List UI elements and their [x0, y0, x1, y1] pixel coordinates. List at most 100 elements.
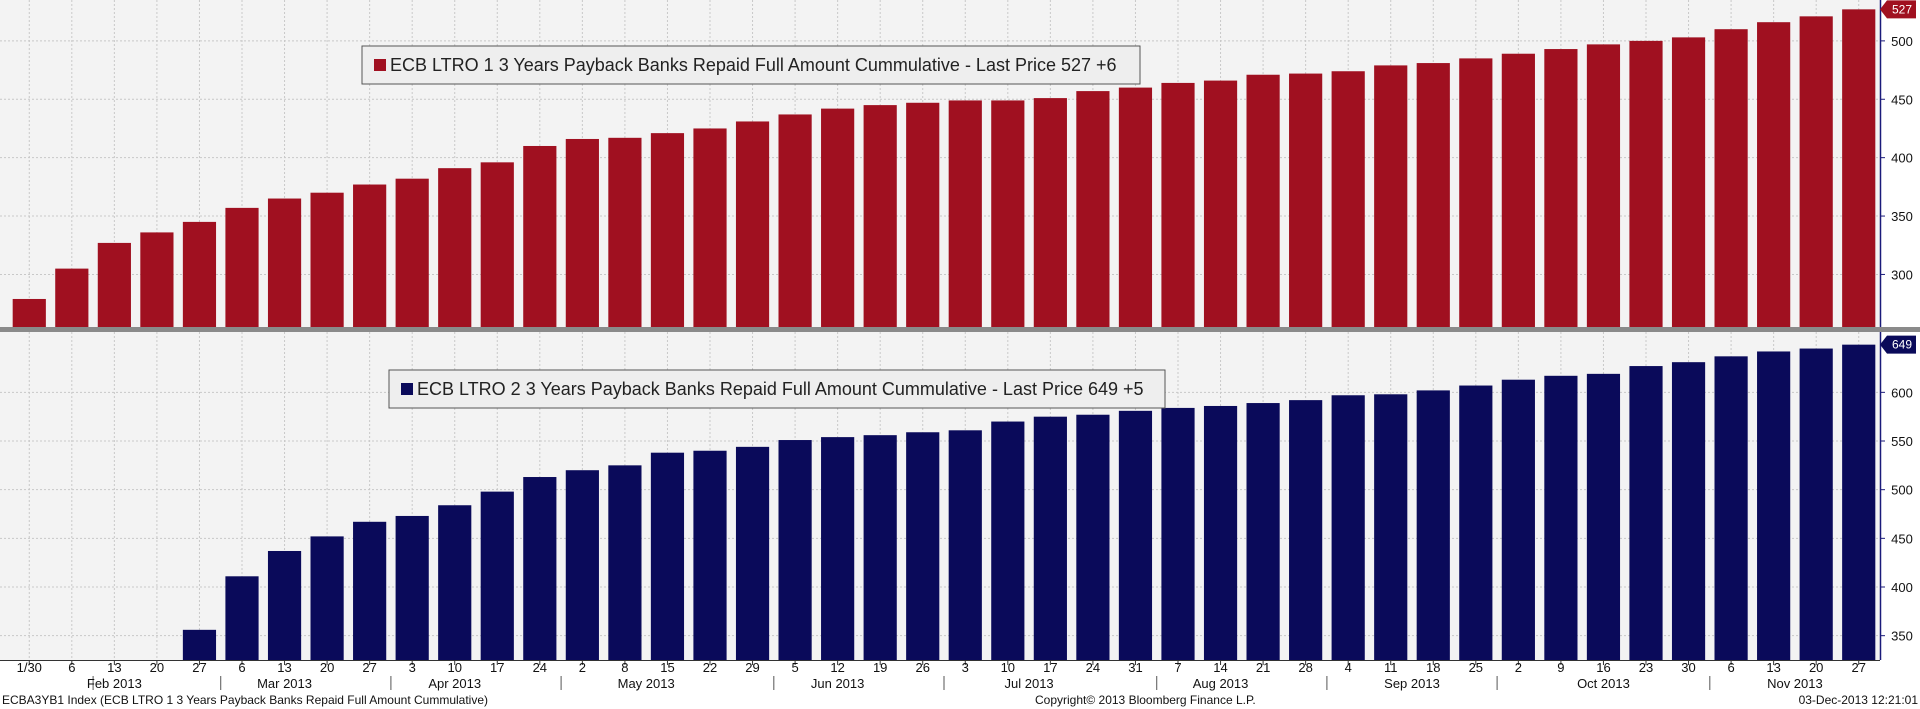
x-tick-label: 20 [150, 660, 164, 675]
bar [991, 421, 1025, 660]
legend-box [361, 45, 1141, 85]
bar [1289, 400, 1323, 660]
footer-copyright: Copyright© 2013 Bloomberg Finance L.P. [1035, 693, 1256, 707]
x-month-label: Nov 2013 [1767, 676, 1823, 691]
bar [1586, 373, 1621, 660]
bar [1459, 385, 1493, 660]
legend-swatch [401, 383, 413, 395]
bar [906, 102, 940, 328]
bar [693, 128, 727, 327]
bar [1076, 91, 1110, 327]
x-tick-label: 8 [621, 660, 628, 675]
bar [97, 242, 131, 327]
y-tick-label: 400 [1891, 580, 1913, 595]
bar [1203, 405, 1238, 660]
bar [1416, 63, 1450, 328]
x-tick-label: 13 [277, 660, 291, 675]
bar [863, 435, 897, 660]
x-tick-label: 11 [1384, 660, 1398, 675]
bar [1629, 366, 1663, 660]
bar [1757, 22, 1791, 328]
y-tick-label: 300 [1891, 267, 1913, 282]
bar [267, 550, 302, 660]
bar [480, 162, 514, 327]
bar [608, 465, 642, 660]
bar [523, 145, 557, 327]
x-tick-label: 7 [1174, 660, 1181, 675]
x-tick-label: 16 [1596, 660, 1610, 675]
footer-timestamp: 03-Dec-2013 12:21:01 [1799, 693, 1919, 707]
bar [1842, 9, 1876, 327]
x-tick-label: 13 [107, 660, 121, 675]
x-tick-label: 3 [409, 660, 416, 675]
bar [480, 491, 514, 660]
y-tick-label: 500 [1891, 483, 1913, 498]
panel-ltro2: 350 400 450 500 550 600 649 ECB LTRO 2 3 Years … [0, 327, 1920, 660]
x-tick-label: 28 [1298, 660, 1312, 675]
x-tick-label: 17 [1043, 660, 1057, 675]
x-axis: 1/30 6 13 20 27 6 13 20 27 3 10 17 24 2 8 15 22 29 5 12 19 26… [0, 660, 1880, 691]
bar [1033, 98, 1067, 327]
x-month-label: Feb 2013 [87, 676, 142, 691]
bar [1203, 80, 1238, 327]
bar [55, 268, 89, 327]
x-tick-label: 23 [1639, 660, 1653, 675]
x-tick-label: 19 [873, 660, 887, 675]
x-tick-label: 2 [1515, 660, 1522, 675]
x-tick-label: 4 [1345, 660, 1352, 675]
bar [1374, 394, 1408, 660]
bar [225, 207, 259, 327]
bar [1671, 37, 1706, 327]
bar [1374, 65, 1408, 328]
x-tick-label: 30 [1681, 660, 1695, 675]
bar [1161, 407, 1195, 660]
bar [1118, 87, 1153, 327]
x-tick-label: 24 [533, 660, 547, 675]
bar [1118, 410, 1153, 660]
last-price-value: 527 [1892, 2, 1912, 16]
bar [1459, 58, 1493, 328]
legend-box [388, 369, 1166, 409]
y-tick-label: 450 [1891, 531, 1913, 546]
x-tick-label: 2 [579, 660, 586, 675]
bar [948, 430, 982, 660]
y-tick-label: 400 [1891, 151, 1913, 166]
bar [1757, 351, 1791, 660]
bar [438, 168, 472, 327]
bar [395, 515, 429, 660]
x-tick-label: 15 [660, 660, 674, 675]
x-tick-label: 20 [320, 660, 334, 675]
bar [1714, 29, 1748, 327]
x-tick-label: 20 [1809, 660, 1823, 675]
bar [1416, 390, 1450, 660]
x-tick-label: 6 [1727, 660, 1734, 675]
legend-series-name: ECB LTRO 2 3 Years Payback Banks Repaid … [417, 379, 992, 399]
bar [12, 298, 46, 327]
footer: ECBA3YB1 Index (ECB LTRO 1 3 Years Payba… [2, 693, 1918, 707]
bar [565, 138, 599, 327]
bar [1076, 414, 1110, 660]
bar [991, 100, 1025, 327]
bar [863, 105, 897, 327]
bar [1629, 40, 1663, 327]
bar [1161, 82, 1195, 328]
x-month-label: Aug 2013 [1193, 676, 1249, 691]
x-tick-label: 13 [1766, 660, 1780, 675]
footer-index-label: ECBA3YB1 Index (ECB LTRO 1 3 Years Payba… [2, 693, 488, 707]
bar [1544, 375, 1578, 660]
legend-swatch [374, 59, 386, 71]
y-tick-label: 550 [1891, 434, 1913, 449]
bar [778, 440, 812, 660]
bar [1842, 344, 1876, 660]
bar [140, 232, 174, 327]
bar [1246, 74, 1280, 327]
bar [267, 198, 302, 327]
bar [1033, 416, 1067, 660]
bar [650, 133, 685, 327]
bar [1331, 71, 1365, 327]
bar [310, 192, 344, 327]
x-tick-label: 27 [1851, 660, 1865, 675]
bar [182, 221, 217, 327]
